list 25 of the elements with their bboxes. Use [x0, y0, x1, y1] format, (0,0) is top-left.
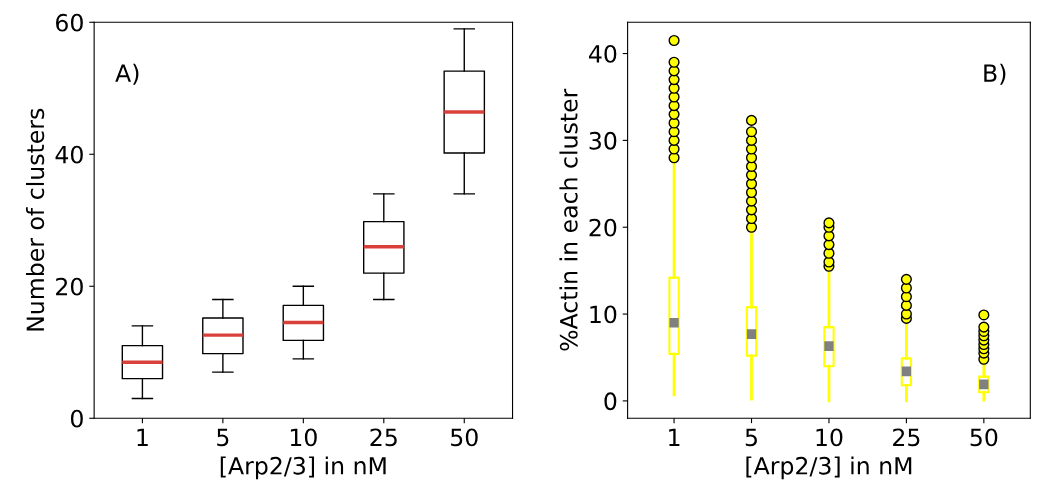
x-tick-label: 50 [451, 428, 478, 447]
y-axis-title: %Actin in each cluster [559, 88, 578, 351]
y-tick-label: 0 [604, 392, 617, 411]
x-tick-label: 1 [669, 428, 680, 446]
y-tick-label: 20 [589, 218, 617, 237]
x-tick-label: 50 [970, 428, 998, 447]
x-axis-title: [Arp2/3] in nM [220, 456, 386, 480]
x-tick-label: 1 [137, 428, 148, 446]
x-tick-label: 5 [217, 428, 229, 447]
x-tick-label: 5 [745, 428, 757, 447]
y-tick-label: 10 [590, 305, 617, 324]
y-tick-label: 0 [70, 409, 83, 428]
x-axis-title: [Arp2/3] in nM [746, 456, 912, 480]
annotation: A) [115, 63, 139, 85]
x-tick-label: 10 [816, 428, 843, 447]
x-tick-label: 10 [290, 428, 317, 447]
x-tick-label: 25 [370, 428, 397, 447]
y-tick-label: 20 [56, 277, 83, 296]
y-tick-label: 30 [589, 131, 617, 150]
y-tick-label: 40 [588, 44, 617, 63]
y-tick-label: 40 [55, 145, 83, 164]
annotation: B) [984, 63, 1006, 85]
y-tick-label: 60 [56, 13, 83, 32]
y-axis-title: Number of clusters [25, 108, 45, 331]
x-tick-label: 25 [893, 428, 920, 447]
